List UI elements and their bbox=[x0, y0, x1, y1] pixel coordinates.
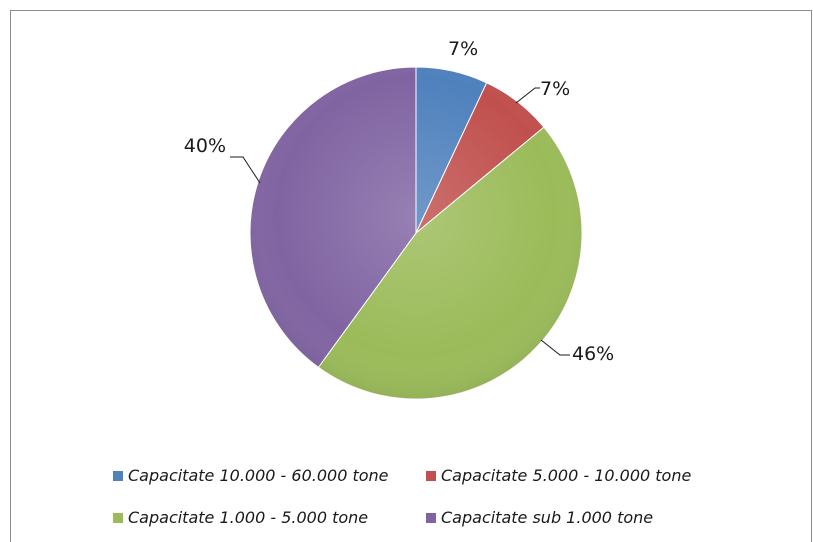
legend-label-0: Capacitate 10.000 - 60.000 tone bbox=[128, 466, 389, 485]
legend-label-2: Capacitate 1.000 - 5.000 tone bbox=[128, 508, 369, 527]
leader-line-1 bbox=[515, 87, 540, 104]
pie-slices bbox=[249, 66, 583, 400]
chart-frame bbox=[10, 10, 812, 542]
data-label-1: 7% bbox=[540, 78, 570, 100]
legend-swatch-2 bbox=[113, 512, 123, 523]
leader-line-3 bbox=[230, 156, 261, 184]
leader-line-2 bbox=[540, 339, 570, 356]
legend-item-1: Capacitate 5.000 - 10.000 tone bbox=[426, 466, 691, 485]
data-label-2: 46% bbox=[572, 343, 614, 365]
legend-swatch-3 bbox=[426, 512, 436, 523]
data-label-3: 40% bbox=[184, 135, 226, 157]
data-label-0: 7% bbox=[448, 38, 478, 60]
legend-item-2: Capacitate 1.000 - 5.000 tone bbox=[113, 508, 368, 527]
legend-swatch-1 bbox=[426, 470, 436, 481]
legend-label-3: Capacitate sub 1.000 tone bbox=[441, 508, 654, 527]
pie-data-labels: 7% 7% 46% 40% bbox=[184, 38, 614, 365]
legend-item-0: Capacitate 10.000 - 60.000 tone bbox=[113, 466, 389, 485]
legend-swatch-0 bbox=[113, 470, 123, 481]
legend-item-3: Capacitate sub 1.000 tone bbox=[426, 508, 653, 527]
legend-label-1: Capacitate 5.000 - 10.000 tone bbox=[441, 466, 692, 485]
